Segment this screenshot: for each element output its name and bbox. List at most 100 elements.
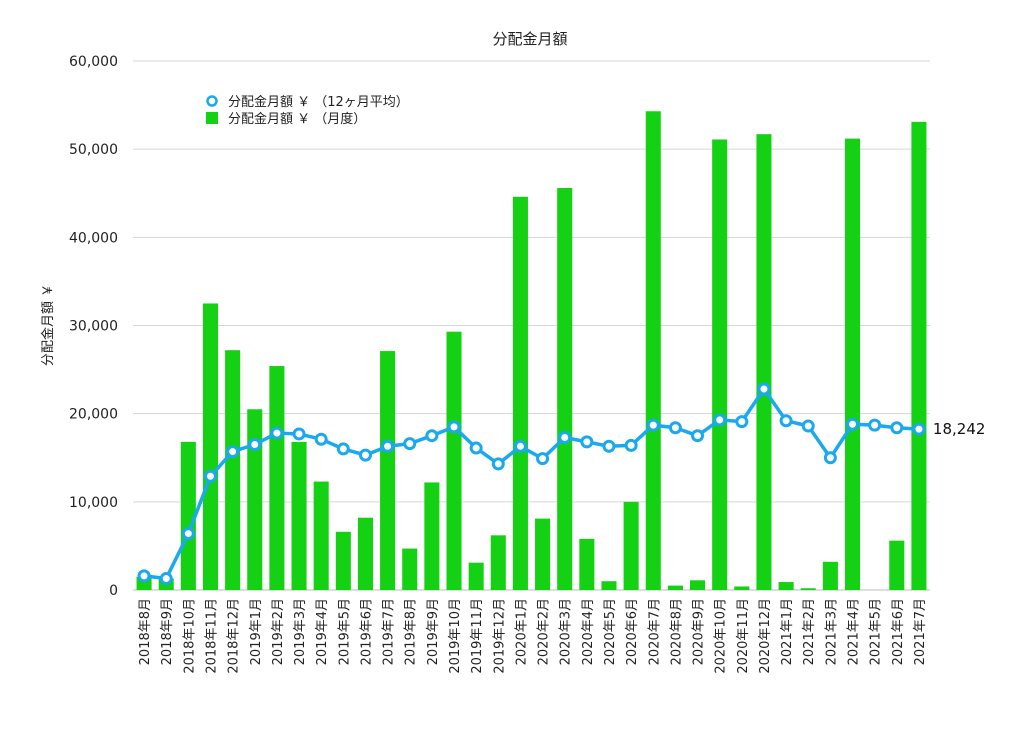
line-point — [314, 432, 328, 446]
chart-title: 分配金月額 — [492, 30, 567, 48]
x-tick-label: 2019年9月 — [426, 598, 441, 665]
line-point — [890, 421, 904, 435]
x-tick-label: 2019年4月 — [315, 598, 330, 665]
bar-series — [136, 111, 927, 591]
line-point — [358, 448, 372, 462]
line-point — [558, 430, 572, 444]
bar — [756, 134, 772, 590]
x-tick-label: 2021年5月 — [869, 598, 884, 665]
line-point — [624, 438, 638, 452]
line-point — [226, 445, 240, 459]
bar — [424, 482, 440, 590]
x-tick-label: 2021年7月 — [913, 598, 928, 665]
legend: 分配金月額 ￥ （12ヶ月平均） 分配金月額 ￥ （月度） — [206, 94, 409, 127]
line-point — [491, 457, 505, 471]
line-point — [381, 439, 395, 453]
bar — [402, 548, 418, 590]
x-tick-label: 2020年1月 — [514, 598, 529, 665]
bar — [357, 517, 373, 590]
bar — [911, 121, 927, 591]
line-point — [580, 435, 594, 449]
bar — [247, 409, 263, 590]
line-point — [823, 451, 837, 465]
bar — [557, 187, 573, 590]
line-point — [846, 417, 860, 431]
x-tick-label: 2020年3月 — [559, 598, 574, 665]
bar — [778, 582, 794, 590]
bar — [579, 538, 595, 590]
y-tick-label: 50,000 — [69, 142, 118, 158]
line-series — [137, 382, 926, 586]
gridlines — [133, 60, 930, 591]
x-tick-label: 2018年11月 — [204, 598, 219, 674]
line-point — [757, 382, 771, 396]
x-tick-label: 2020年5月 — [603, 598, 618, 665]
x-tick-label: 2020年7月 — [647, 598, 662, 665]
bar — [380, 351, 396, 590]
x-tick-label: 2019年7月 — [382, 598, 397, 665]
x-tick-label: 2018年8月 — [138, 598, 153, 665]
bar — [734, 586, 750, 590]
line-point — [469, 441, 483, 455]
x-tick-label: 2020年9月 — [692, 598, 707, 665]
bar — [535, 518, 551, 590]
bar — [712, 139, 728, 591]
line-point — [403, 437, 417, 451]
legend-line-marker — [206, 95, 218, 107]
bar — [335, 531, 351, 590]
line-point — [691, 429, 705, 443]
bar — [667, 585, 683, 590]
x-tick-label: 2019年11月 — [470, 598, 485, 674]
x-tick-label: 2019年8月 — [404, 598, 419, 665]
bar — [690, 580, 706, 590]
line-point — [536, 452, 550, 466]
x-tick-label: 2021年1月 — [780, 598, 795, 665]
line-point — [912, 422, 926, 436]
x-tick-label: 2019年3月 — [293, 598, 308, 665]
x-tick-label: 2020年6月 — [625, 598, 640, 665]
x-tick-label: 2019年2月 — [271, 598, 286, 665]
x-tick-label: 2020年10月 — [714, 598, 729, 674]
bar — [202, 303, 219, 590]
bar — [623, 501, 639, 590]
x-tick-label: 2018年12月 — [227, 598, 242, 674]
bar — [601, 581, 617, 590]
line-point — [292, 427, 306, 441]
y-tick-label: 30,000 — [69, 319, 118, 335]
bar — [645, 111, 661, 590]
x-tick-label: 2020年12月 — [758, 598, 773, 674]
y-tick-label: 20,000 — [69, 407, 118, 423]
line-point — [447, 420, 461, 434]
line-point — [646, 418, 660, 432]
x-tick-label: 2019年1月 — [249, 598, 264, 665]
bar — [180, 441, 196, 590]
bar — [446, 331, 462, 590]
bar — [800, 588, 816, 590]
x-tick-label: 2019年10月 — [448, 598, 463, 674]
x-tick-label: 2021年4月 — [847, 598, 862, 665]
x-tick-label: 2019年5月 — [337, 598, 352, 665]
line-point — [137, 569, 151, 583]
y-tick-label: 10,000 — [69, 495, 118, 511]
line-point — [668, 421, 682, 435]
bar — [512, 196, 528, 590]
bar — [468, 562, 484, 590]
line-point — [159, 572, 173, 586]
bar — [313, 481, 329, 590]
line-point — [713, 413, 727, 427]
legend-bar-label: 分配金月額 ￥ （月度） — [228, 111, 366, 127]
x-tick-label: 2019年12月 — [492, 598, 507, 674]
line-point — [336, 442, 350, 456]
y-tick-label: 40,000 — [69, 230, 118, 246]
x-tick-label: 2018年9月 — [160, 598, 175, 665]
line-point — [270, 426, 284, 440]
x-tick-label: 2021年6月 — [891, 598, 906, 665]
line-point — [735, 415, 749, 429]
line-point — [868, 418, 882, 432]
line-point — [513, 439, 527, 453]
x-tick-label: 2018年10月 — [182, 598, 197, 674]
legend-bar-swatch — [206, 112, 218, 124]
bar — [844, 138, 861, 590]
x-tick-label: 2020年11月 — [736, 598, 751, 674]
